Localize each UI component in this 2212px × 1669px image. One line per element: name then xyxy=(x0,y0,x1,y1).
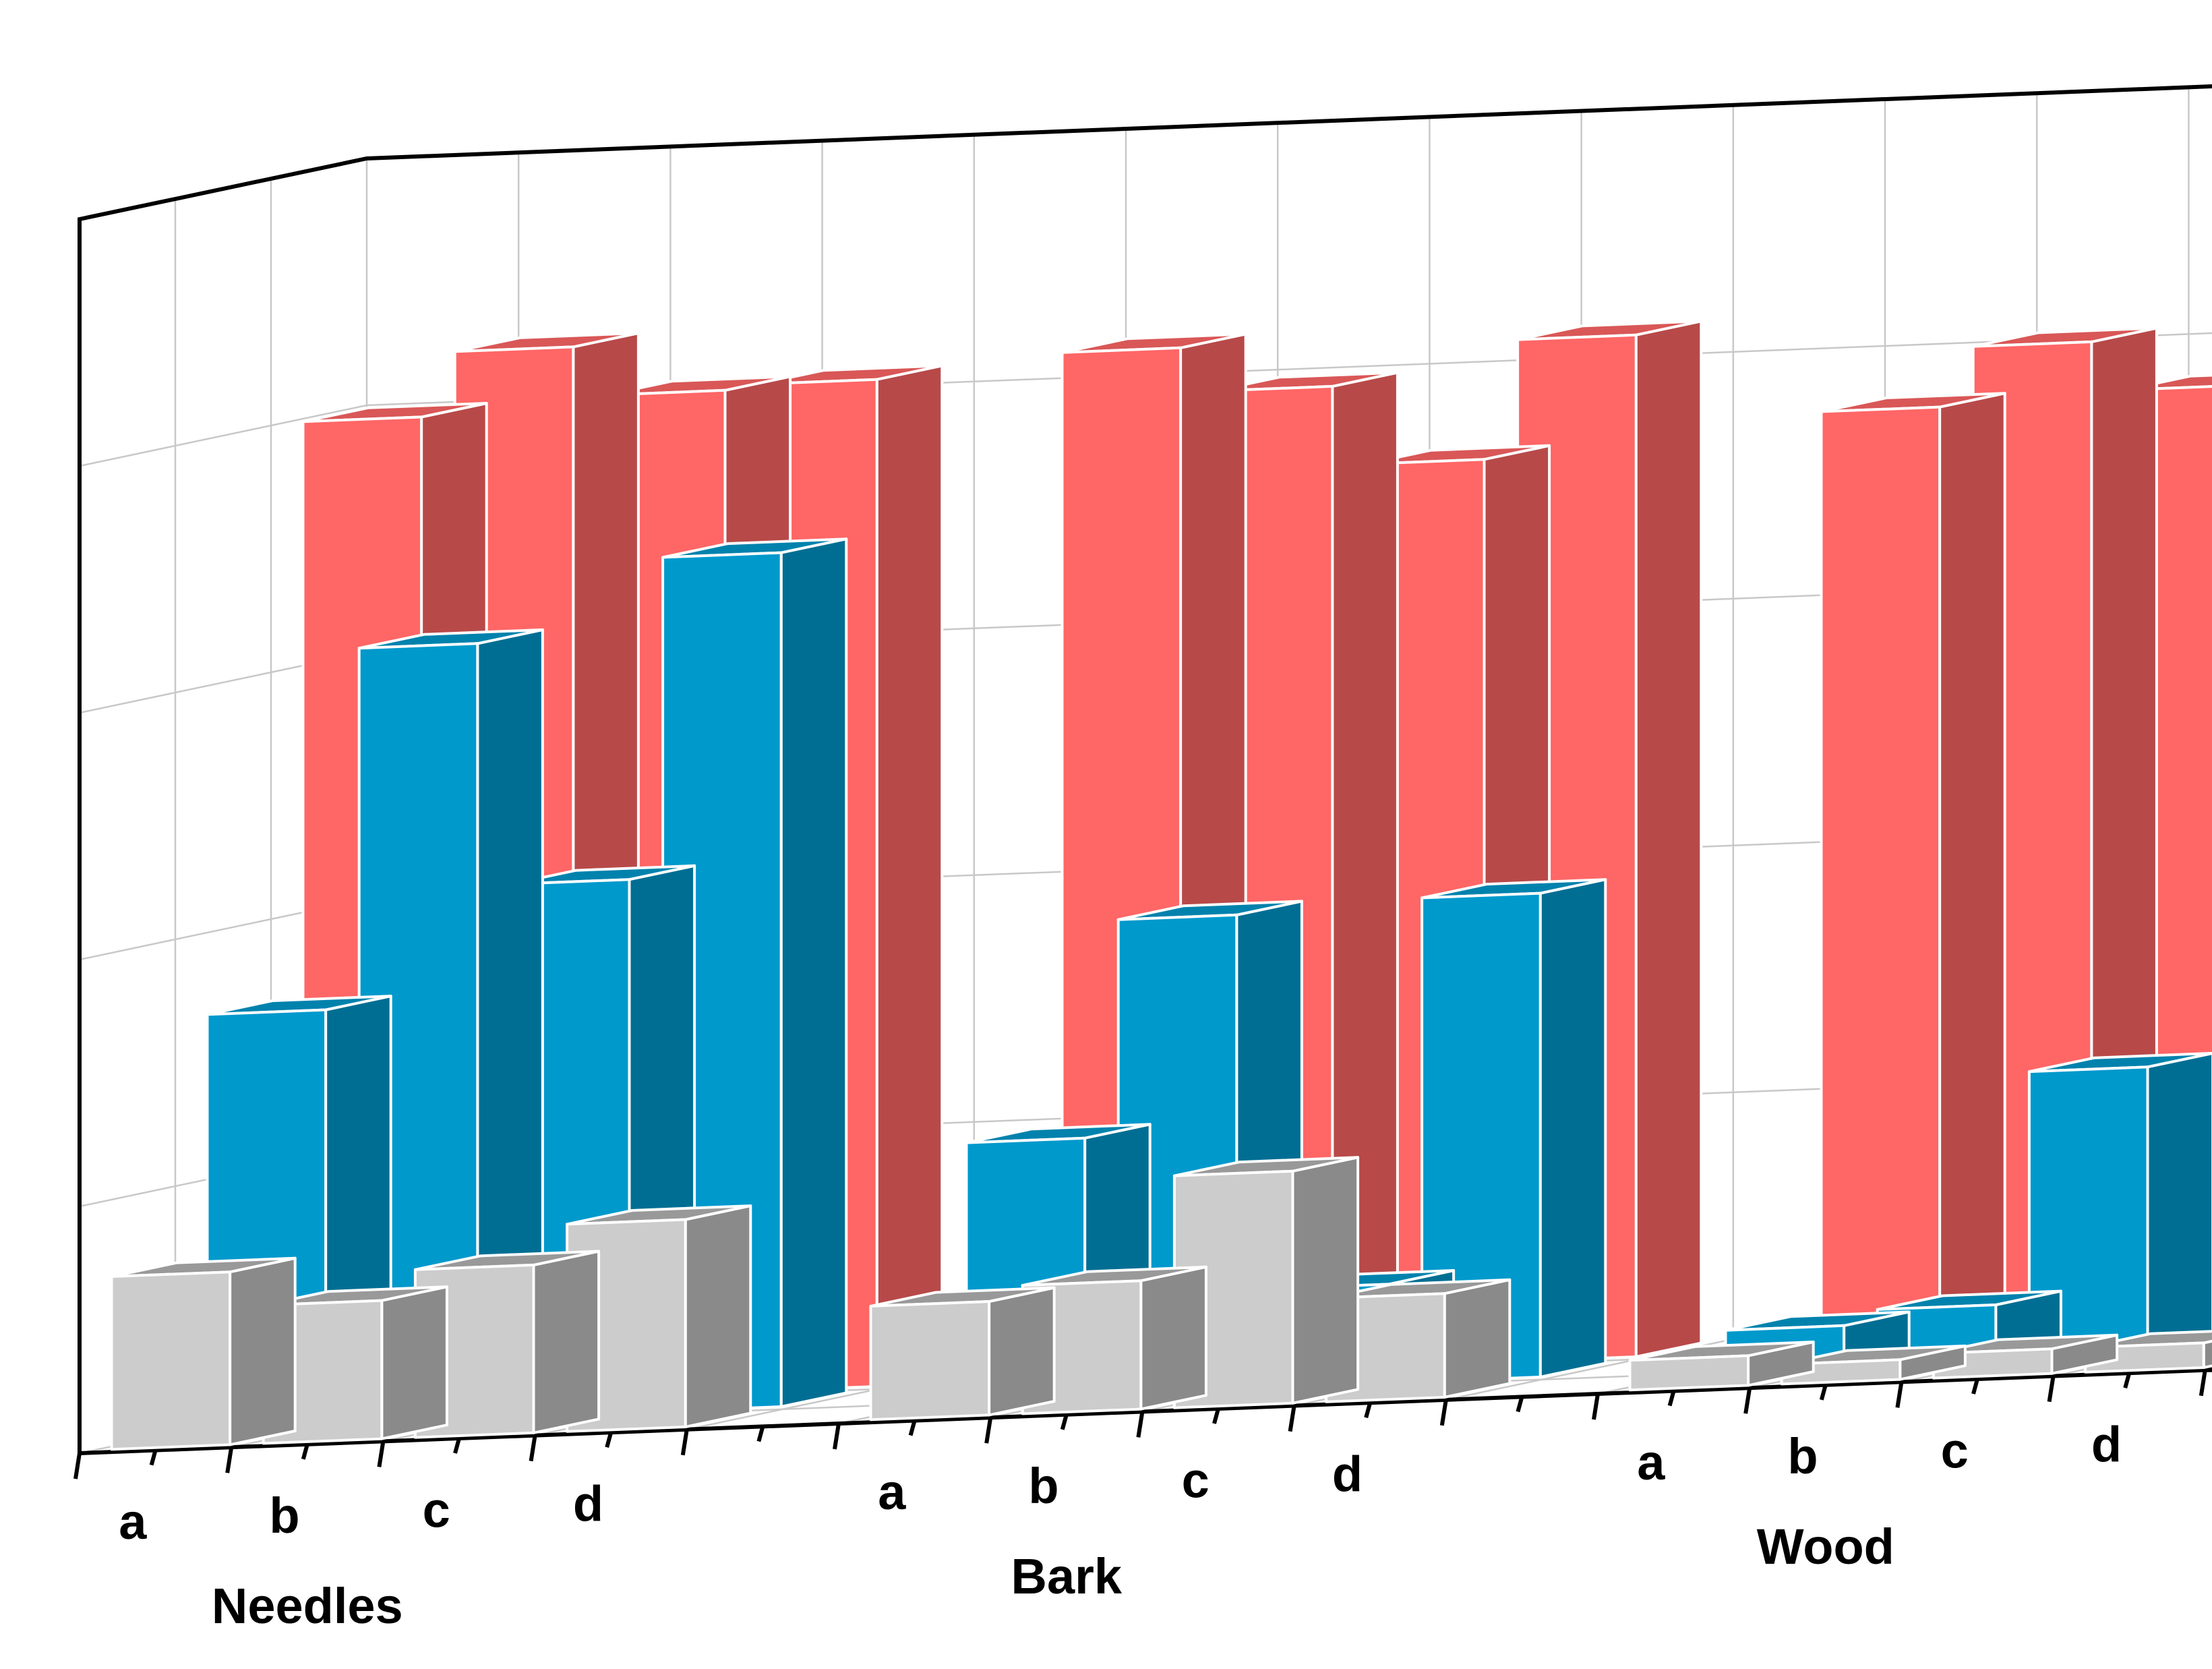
x-category-label: d xyxy=(1332,1446,1363,1502)
bar-side-face xyxy=(875,364,944,1388)
x-tick xyxy=(1667,1390,1676,1407)
x-category-label: a xyxy=(878,1464,906,1520)
bar-ash-needles-a xyxy=(110,1256,297,1451)
bar-side-face xyxy=(380,1285,448,1440)
bar-side-face xyxy=(229,1256,297,1446)
bar-fat-needles-d xyxy=(661,537,848,1413)
x-category-label: a xyxy=(1637,1434,1665,1490)
x-category-label: a xyxy=(119,1494,147,1550)
bar-side-face xyxy=(1938,392,2006,1347)
x-tick xyxy=(301,1444,309,1460)
x-tick xyxy=(1364,1402,1373,1418)
bar-side-face xyxy=(1538,878,1607,1378)
x-tick xyxy=(1288,1405,1296,1432)
x-category-label: b xyxy=(269,1488,299,1544)
x-tick xyxy=(1136,1411,1145,1438)
x-group-label: Wood xyxy=(1757,1519,1894,1575)
labels-layer: 0510152025abcdNeedlesabcdBarkabcdWoodHHV… xyxy=(119,1417,2122,1634)
x-tick xyxy=(1592,1393,1600,1420)
bar-side-face xyxy=(1291,1156,1360,1405)
bar-front-face xyxy=(869,1300,991,1422)
x-category-label: c xyxy=(1182,1452,1209,1508)
x-category-label: c xyxy=(1941,1422,1969,1478)
x-tick xyxy=(1439,1399,1448,1426)
x-tick xyxy=(2047,1376,2056,1403)
axis-frame-back xyxy=(78,84,2212,1455)
x-tick xyxy=(605,1432,614,1448)
bar-side-face xyxy=(532,1250,601,1434)
x-category-label: b xyxy=(1787,1428,1818,1484)
x-tick xyxy=(149,1449,158,1466)
x-group-label: Bark xyxy=(1011,1548,1123,1604)
bar-side-face xyxy=(684,1204,752,1428)
bar-front-face xyxy=(1628,1354,1750,1392)
x-tick xyxy=(1743,1387,1752,1414)
x-category-label: c xyxy=(423,1482,450,1538)
bar-side-face xyxy=(1139,1265,1207,1411)
bar-side-face xyxy=(2146,1051,2212,1355)
x-tick xyxy=(756,1426,765,1442)
axes-frame xyxy=(73,84,2212,1480)
bar-side-face xyxy=(779,537,848,1408)
x-tick xyxy=(453,1438,461,1454)
bar-front-face xyxy=(1820,405,1942,1351)
x-category-label: b xyxy=(1028,1458,1058,1514)
x-tick xyxy=(529,1435,537,1462)
x-tick xyxy=(1060,1414,1069,1430)
x-tick xyxy=(225,1446,234,1473)
x-tick xyxy=(984,1417,993,1444)
bar-fat-wood-c xyxy=(2027,1051,2212,1359)
x-tick xyxy=(377,1440,386,1467)
x-category-label: d xyxy=(573,1476,603,1532)
x-tick xyxy=(1895,1381,1904,1408)
bar-front-face xyxy=(110,1270,232,1451)
x-group-label: Needles xyxy=(212,1578,403,1634)
x-tick xyxy=(908,1419,917,1436)
x-tick xyxy=(2123,1372,2132,1388)
x-category-label: d xyxy=(2091,1417,2122,1473)
bar-side-face xyxy=(988,1286,1056,1417)
x-tick xyxy=(73,1453,82,1480)
bars-layer xyxy=(110,320,2212,1451)
x-tick xyxy=(833,1423,841,1450)
x-tick xyxy=(1971,1378,1979,1395)
x-tick xyxy=(1516,1396,1524,1413)
x-tick xyxy=(1819,1384,1828,1401)
x-tick xyxy=(680,1429,689,1456)
bar-side-face xyxy=(1443,1278,1512,1399)
bar-side-face xyxy=(1634,320,1703,1358)
x-tick xyxy=(2199,1370,2207,1397)
bar-ash-wood-a xyxy=(1628,1341,1815,1392)
bar-fat-bark-d xyxy=(1421,878,1607,1383)
bar-hhv-wood-a xyxy=(1820,392,2006,1351)
grid-line xyxy=(79,404,367,467)
x-tick xyxy=(1212,1408,1220,1424)
bar-ash-bark-a xyxy=(869,1286,1056,1422)
